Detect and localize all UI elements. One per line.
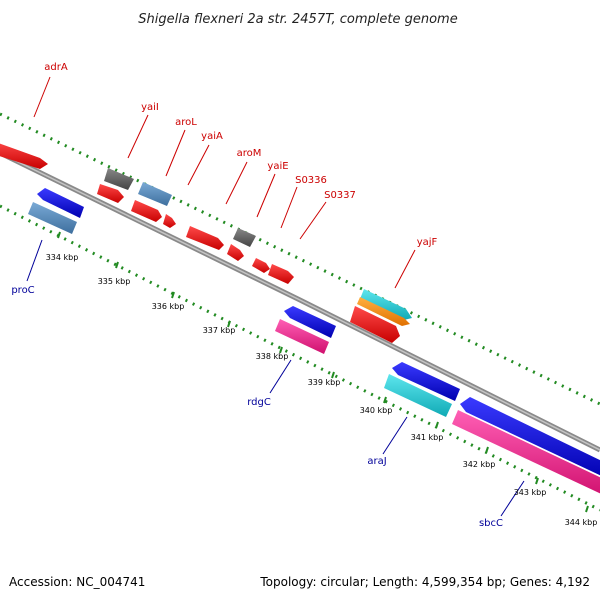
gene-arrow-S0337[interactable] <box>268 264 294 284</box>
gene-label-S0337[interactable]: S0337 <box>324 190 356 201</box>
gene-arrow-proC-blue[interactable] <box>37 188 84 218</box>
gene-arrow-sbcC-blue[interactable] <box>460 397 600 480</box>
gene-arrow-yajF-cyan[interactable] <box>360 289 412 320</box>
gene-arrow-yaiA-2[interactable] <box>163 214 176 228</box>
kbp-label-338: 338 kbp <box>256 352 289 361</box>
kbp-label-340: 340 kbp <box>360 406 393 415</box>
gene-arrow-yaiI-pseudo[interactable] <box>104 168 134 190</box>
kbp-label-341: 341 kbp <box>411 433 444 442</box>
gene-arrow-araJ[interactable] <box>384 374 452 417</box>
gene-label-aroM[interactable]: aroM <box>237 148 262 159</box>
accession-text: Accession: NC_004741 <box>9 575 145 589</box>
kbp-label-337: 337 kbp <box>203 326 236 335</box>
kbp-label-334: 334 kbp <box>46 253 79 262</box>
kbp-label-343: 343 kbp <box>514 488 547 497</box>
reverse-tick-track <box>0 204 600 512</box>
gene-arrow-aroM[interactable] <box>186 226 224 250</box>
gene-label-yajF[interactable]: yajF <box>417 237 438 248</box>
gene-label-yaiA[interactable]: yaiA <box>201 131 223 142</box>
gene-arrow-S0336[interactable] <box>252 258 270 273</box>
gene-label-yaiI[interactable]: yaiI <box>141 102 159 113</box>
gene-arrow-rdgC-blue[interactable] <box>284 306 336 338</box>
kbp-label-344: 344 kbp <box>565 518 598 527</box>
gene-arrow-araJ-blue[interactable] <box>392 362 460 401</box>
gene-arrow-aroL[interactable] <box>138 182 172 206</box>
gene-arrow-yaiE-pseudo[interactable] <box>233 228 256 247</box>
gene-label-S0336[interactable]: S0336 <box>295 175 327 186</box>
gene-arrow-sbcC[interactable] <box>452 410 600 498</box>
gene-label-sbcC[interactable]: sbcC <box>479 518 503 529</box>
gene-label-proC[interactable]: proC <box>11 285 34 296</box>
kbp-label-342: 342 kbp <box>463 460 496 469</box>
kbp-major-ticks <box>57 231 589 513</box>
gene-arrow-yajF-orange[interactable] <box>357 297 410 326</box>
forward-tick-track <box>0 112 600 406</box>
kbp-label-339: 339 kbp <box>308 378 341 387</box>
gene-arrow-yajF[interactable] <box>350 306 400 343</box>
gene-arrow-yaiE[interactable] <box>227 244 244 261</box>
gene-label-adrA[interactable]: adrA <box>44 62 68 73</box>
gene-label-araJ[interactable]: araJ <box>367 456 386 467</box>
forward-gene-labels <box>33 76 416 289</box>
gene-arrow-rdgC[interactable] <box>275 319 329 354</box>
gene-arrow-proC[interactable] <box>28 202 77 234</box>
gene-label-yaiE[interactable]: yaiE <box>267 161 288 172</box>
kbp-label-335: 335 kbp <box>98 277 131 286</box>
kbp-label-336: 336 kbp <box>152 302 185 311</box>
reverse-gene-labels <box>26 239 525 517</box>
gene-arrow-yaiA-1[interactable] <box>131 200 162 222</box>
genome-summary-text: Topology: circular; Length: 4,599,354 bp… <box>259 575 590 589</box>
gene-label-aroL[interactable]: aroL <box>175 117 197 128</box>
map-title: Shigella flexneri 2a str. 2457T, complet… <box>138 12 457 27</box>
gene-arrow-adrA[interactable] <box>0 140 48 169</box>
gene-label-rdgC[interactable]: rdgC <box>247 397 271 408</box>
gene-arrow-yaiI[interactable] <box>97 184 124 203</box>
